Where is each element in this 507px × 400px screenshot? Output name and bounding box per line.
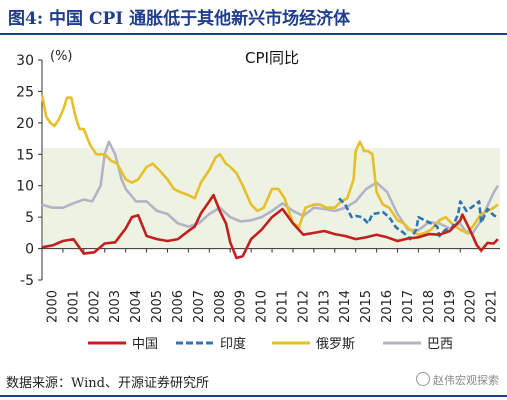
x-tick-label: 2003 — [108, 290, 123, 323]
watermark: 赵伟宏观探索 — [416, 372, 499, 388]
series-lines — [40, 94, 500, 260]
x-tick-label: 2005 — [150, 290, 165, 323]
x-tick-label: 2021 — [485, 290, 500, 323]
x-tick-label: 2008 — [213, 290, 228, 323]
wechat-icon — [416, 372, 430, 386]
bottom-divider — [0, 395, 507, 397]
y-tick-label: -5 — [20, 273, 34, 289]
x-tick-label: 2009 — [234, 290, 249, 323]
y-tick-label: 0 — [25, 242, 34, 258]
series-line-印度 — [338, 197, 499, 241]
y-tick-label: 10 — [16, 179, 34, 195]
y-tick-label: 5 — [25, 210, 34, 226]
legend-label: 中国 — [132, 337, 158, 352]
x-tick-label: 2007 — [192, 290, 207, 323]
x-tick-label: 2001 — [66, 290, 81, 323]
source-note: 数据来源：Wind、开源证券研究所 — [6, 376, 209, 391]
x-tick-label: 2011 — [276, 290, 291, 323]
x-axis: 2000 2001 2002 2003 2004 2005 2006 2007 2008 2009… — [41, 248, 500, 323]
legend-label: 印度 — [220, 336, 246, 352]
x-tick-label: 2019 — [443, 290, 458, 323]
x-tick-label: 2014 — [338, 290, 353, 323]
x-tick-label: 2013 — [317, 290, 332, 323]
x-tick-label: 2017 — [401, 290, 416, 323]
y-tick-label: 30 — [16, 53, 34, 69]
legend: 中国 印度 俄罗斯 巴西 — [88, 336, 453, 352]
title-divider — [0, 33, 507, 35]
x-tick-label: 2018 — [422, 290, 437, 323]
legend-label: 巴西 — [427, 337, 453, 352]
x-tick-label: 2010 — [255, 290, 270, 323]
chart-title: CPI同比 — [245, 49, 299, 67]
x-tick-label: 2012 — [296, 290, 311, 323]
series-line-中国 — [41, 193, 499, 260]
x-tick-label: 2002 — [87, 290, 102, 323]
x-tick-label: 2020 — [464, 290, 479, 323]
watermark-text: 赵伟宏观探索 — [433, 374, 499, 387]
x-tick-label: 2004 — [129, 290, 144, 323]
y-axis-unit: (%) — [50, 49, 73, 64]
legend-label: 俄罗斯 — [316, 337, 355, 352]
y-axis: -5 0 5 10 15 20 25 30 — [16, 53, 43, 289]
y-tick-label: 25 — [16, 84, 34, 100]
y-tick-label: 20 — [16, 116, 34, 132]
x-tick-label: 2006 — [171, 290, 186, 323]
x-tick-label: 2016 — [380, 290, 395, 323]
y-tick-label: 15 — [16, 147, 34, 163]
x-tick-label: 2015 — [359, 290, 374, 323]
x-tick-label: 2000 — [45, 290, 60, 323]
figure-title: 图4: 中国 CPI 通胀低于其他新兴市场经济体 — [8, 9, 351, 29]
